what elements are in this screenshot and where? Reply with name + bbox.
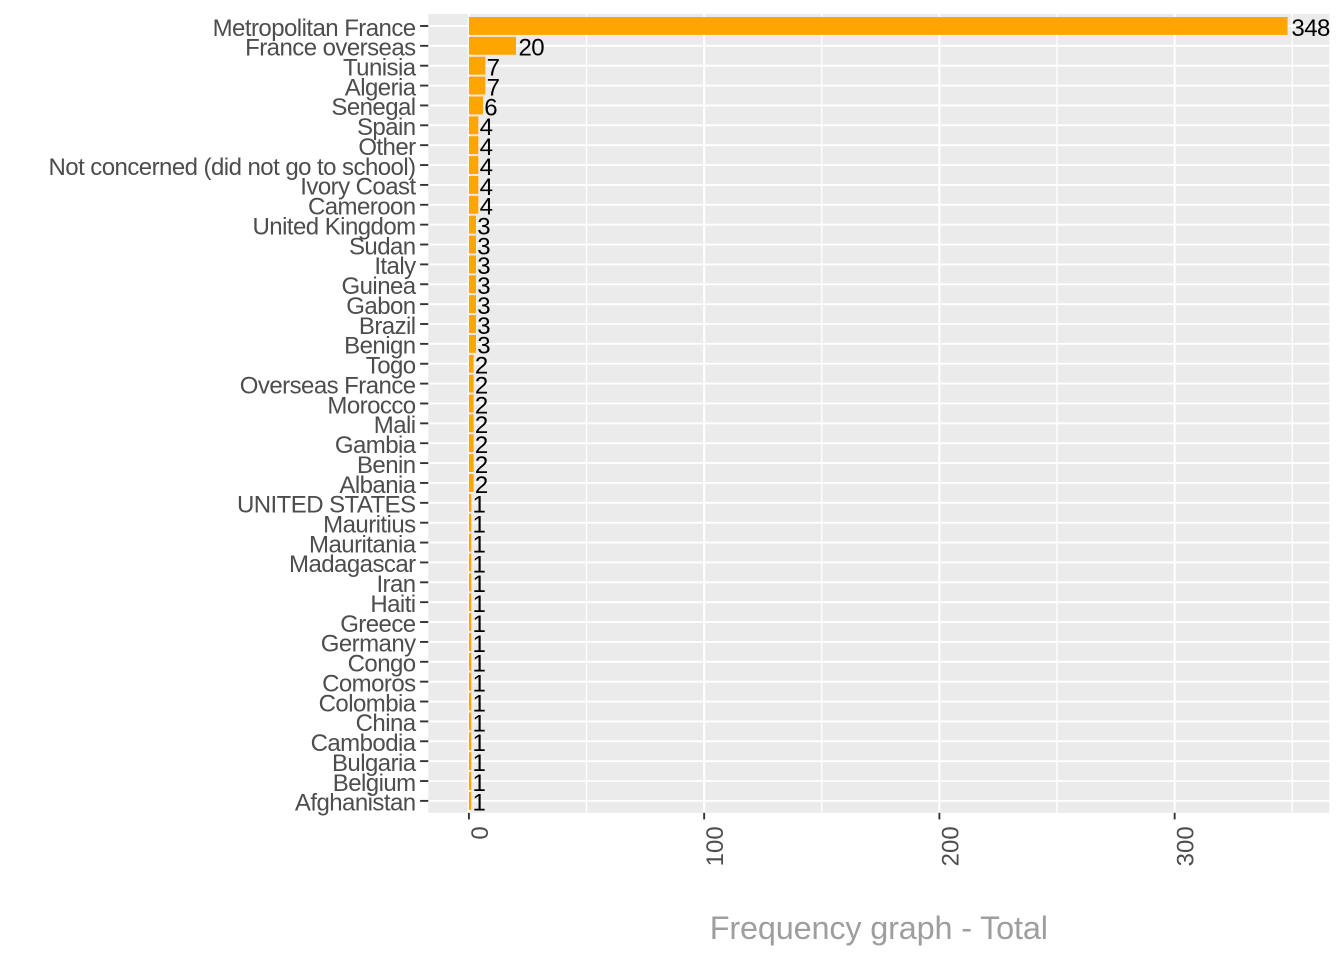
svg-text:China: China	[356, 710, 417, 737]
svg-text:Cambodia: Cambodia	[311, 730, 417, 757]
svg-text:Spain: Spain	[357, 114, 416, 141]
svg-text:6: 6	[484, 94, 497, 121]
svg-text:Senegal: Senegal	[331, 94, 415, 121]
svg-text:1: 1	[473, 651, 486, 678]
svg-text:Afghanistan: Afghanistan	[295, 790, 416, 817]
svg-text:4: 4	[480, 134, 493, 161]
svg-text:2: 2	[475, 472, 488, 499]
svg-text:2: 2	[475, 432, 488, 459]
svg-text:1: 1	[473, 750, 486, 777]
svg-text:2: 2	[475, 372, 488, 399]
svg-text:Benin: Benin	[357, 452, 416, 479]
svg-text:Greece: Greece	[340, 611, 416, 638]
svg-text:Albania: Albania	[339, 472, 416, 499]
svg-text:200: 200	[937, 826, 964, 866]
svg-text:Tunisia: Tunisia	[343, 54, 417, 81]
svg-text:Togo: Togo	[366, 353, 416, 380]
svg-text:20: 20	[519, 35, 545, 62]
svg-text:1: 1	[473, 551, 486, 578]
svg-text:1: 1	[473, 591, 486, 618]
svg-text:1: 1	[473, 730, 486, 757]
svg-text:Madagascar: Madagascar	[289, 551, 416, 578]
svg-text:Sudan: Sudan	[349, 233, 416, 260]
svg-text:Not concerned (did not go to s: Not concerned (did not go to school)	[48, 154, 415, 181]
svg-text:3: 3	[477, 313, 490, 340]
svg-text:Frequency graph - Total: Frequency graph - Total	[710, 910, 1048, 946]
svg-text:Mauritania: Mauritania	[309, 531, 417, 558]
svg-text:Overseas France: Overseas France	[240, 372, 416, 399]
svg-text:France overseas: France overseas	[245, 35, 416, 62]
svg-text:3: 3	[477, 233, 490, 260]
svg-text:Belgium: Belgium	[333, 770, 416, 797]
svg-text:Metropolitan France: Metropolitan France	[213, 15, 416, 42]
svg-text:Italy: Italy	[374, 253, 416, 280]
svg-text:3: 3	[477, 253, 490, 280]
svg-text:300: 300	[1173, 826, 1200, 866]
svg-text:4: 4	[480, 114, 493, 141]
svg-text:Cameroon: Cameroon	[308, 194, 416, 221]
svg-text:UNITED STATES: UNITED STATES	[237, 492, 416, 519]
svg-text:2: 2	[475, 353, 488, 380]
svg-text:United Kingdom: United Kingdom	[253, 213, 416, 240]
svg-text:1: 1	[473, 671, 486, 698]
svg-text:Morocco: Morocco	[327, 392, 415, 419]
svg-text:Algeria: Algeria	[345, 74, 417, 101]
svg-text:1: 1	[473, 710, 486, 737]
svg-text:7: 7	[487, 74, 500, 101]
svg-text:0: 0	[467, 826, 494, 839]
svg-text:Iran: Iran	[376, 571, 415, 598]
svg-text:Other: Other	[358, 134, 416, 161]
svg-text:7: 7	[487, 55, 500, 82]
svg-text:1: 1	[473, 690, 486, 717]
svg-text:1: 1	[473, 531, 486, 558]
svg-text:1: 1	[473, 611, 486, 638]
svg-text:Haiti: Haiti	[370, 591, 415, 618]
svg-text:Brazil: Brazil	[359, 313, 416, 340]
svg-text:Germany: Germany	[321, 631, 416, 658]
svg-text:2: 2	[475, 392, 488, 419]
svg-text:3: 3	[477, 293, 490, 320]
svg-text:Mali: Mali	[374, 412, 416, 439]
svg-text:Mauritius: Mauritius	[323, 512, 416, 539]
svg-text:4: 4	[480, 174, 493, 201]
svg-text:Congo: Congo	[348, 651, 416, 678]
svg-text:1: 1	[473, 492, 486, 519]
svg-text:1: 1	[473, 571, 486, 598]
svg-text:2: 2	[475, 452, 488, 479]
svg-text:100: 100	[702, 826, 729, 866]
svg-text:3: 3	[477, 273, 490, 300]
svg-text:Comoros: Comoros	[322, 670, 416, 697]
svg-text:2: 2	[475, 412, 488, 439]
svg-text:Guinea: Guinea	[342, 273, 417, 300]
svg-text:Ivory Coast: Ivory Coast	[300, 174, 416, 201]
svg-text:348: 348	[1291, 15, 1330, 42]
svg-text:Colombia: Colombia	[319, 690, 417, 717]
svg-text:Bulgaria: Bulgaria	[332, 750, 417, 777]
svg-text:3: 3	[477, 214, 490, 241]
svg-text:Gambia: Gambia	[335, 432, 417, 459]
svg-text:1: 1	[473, 790, 486, 817]
svg-text:1: 1	[473, 631, 486, 658]
svg-text:4: 4	[480, 194, 493, 221]
svg-text:Benign: Benign	[344, 333, 415, 360]
svg-text:4: 4	[480, 154, 493, 181]
svg-text:1: 1	[473, 770, 486, 797]
svg-text:3: 3	[477, 333, 490, 360]
svg-text:Gabon: Gabon	[346, 293, 415, 320]
svg-text:1: 1	[473, 512, 486, 539]
